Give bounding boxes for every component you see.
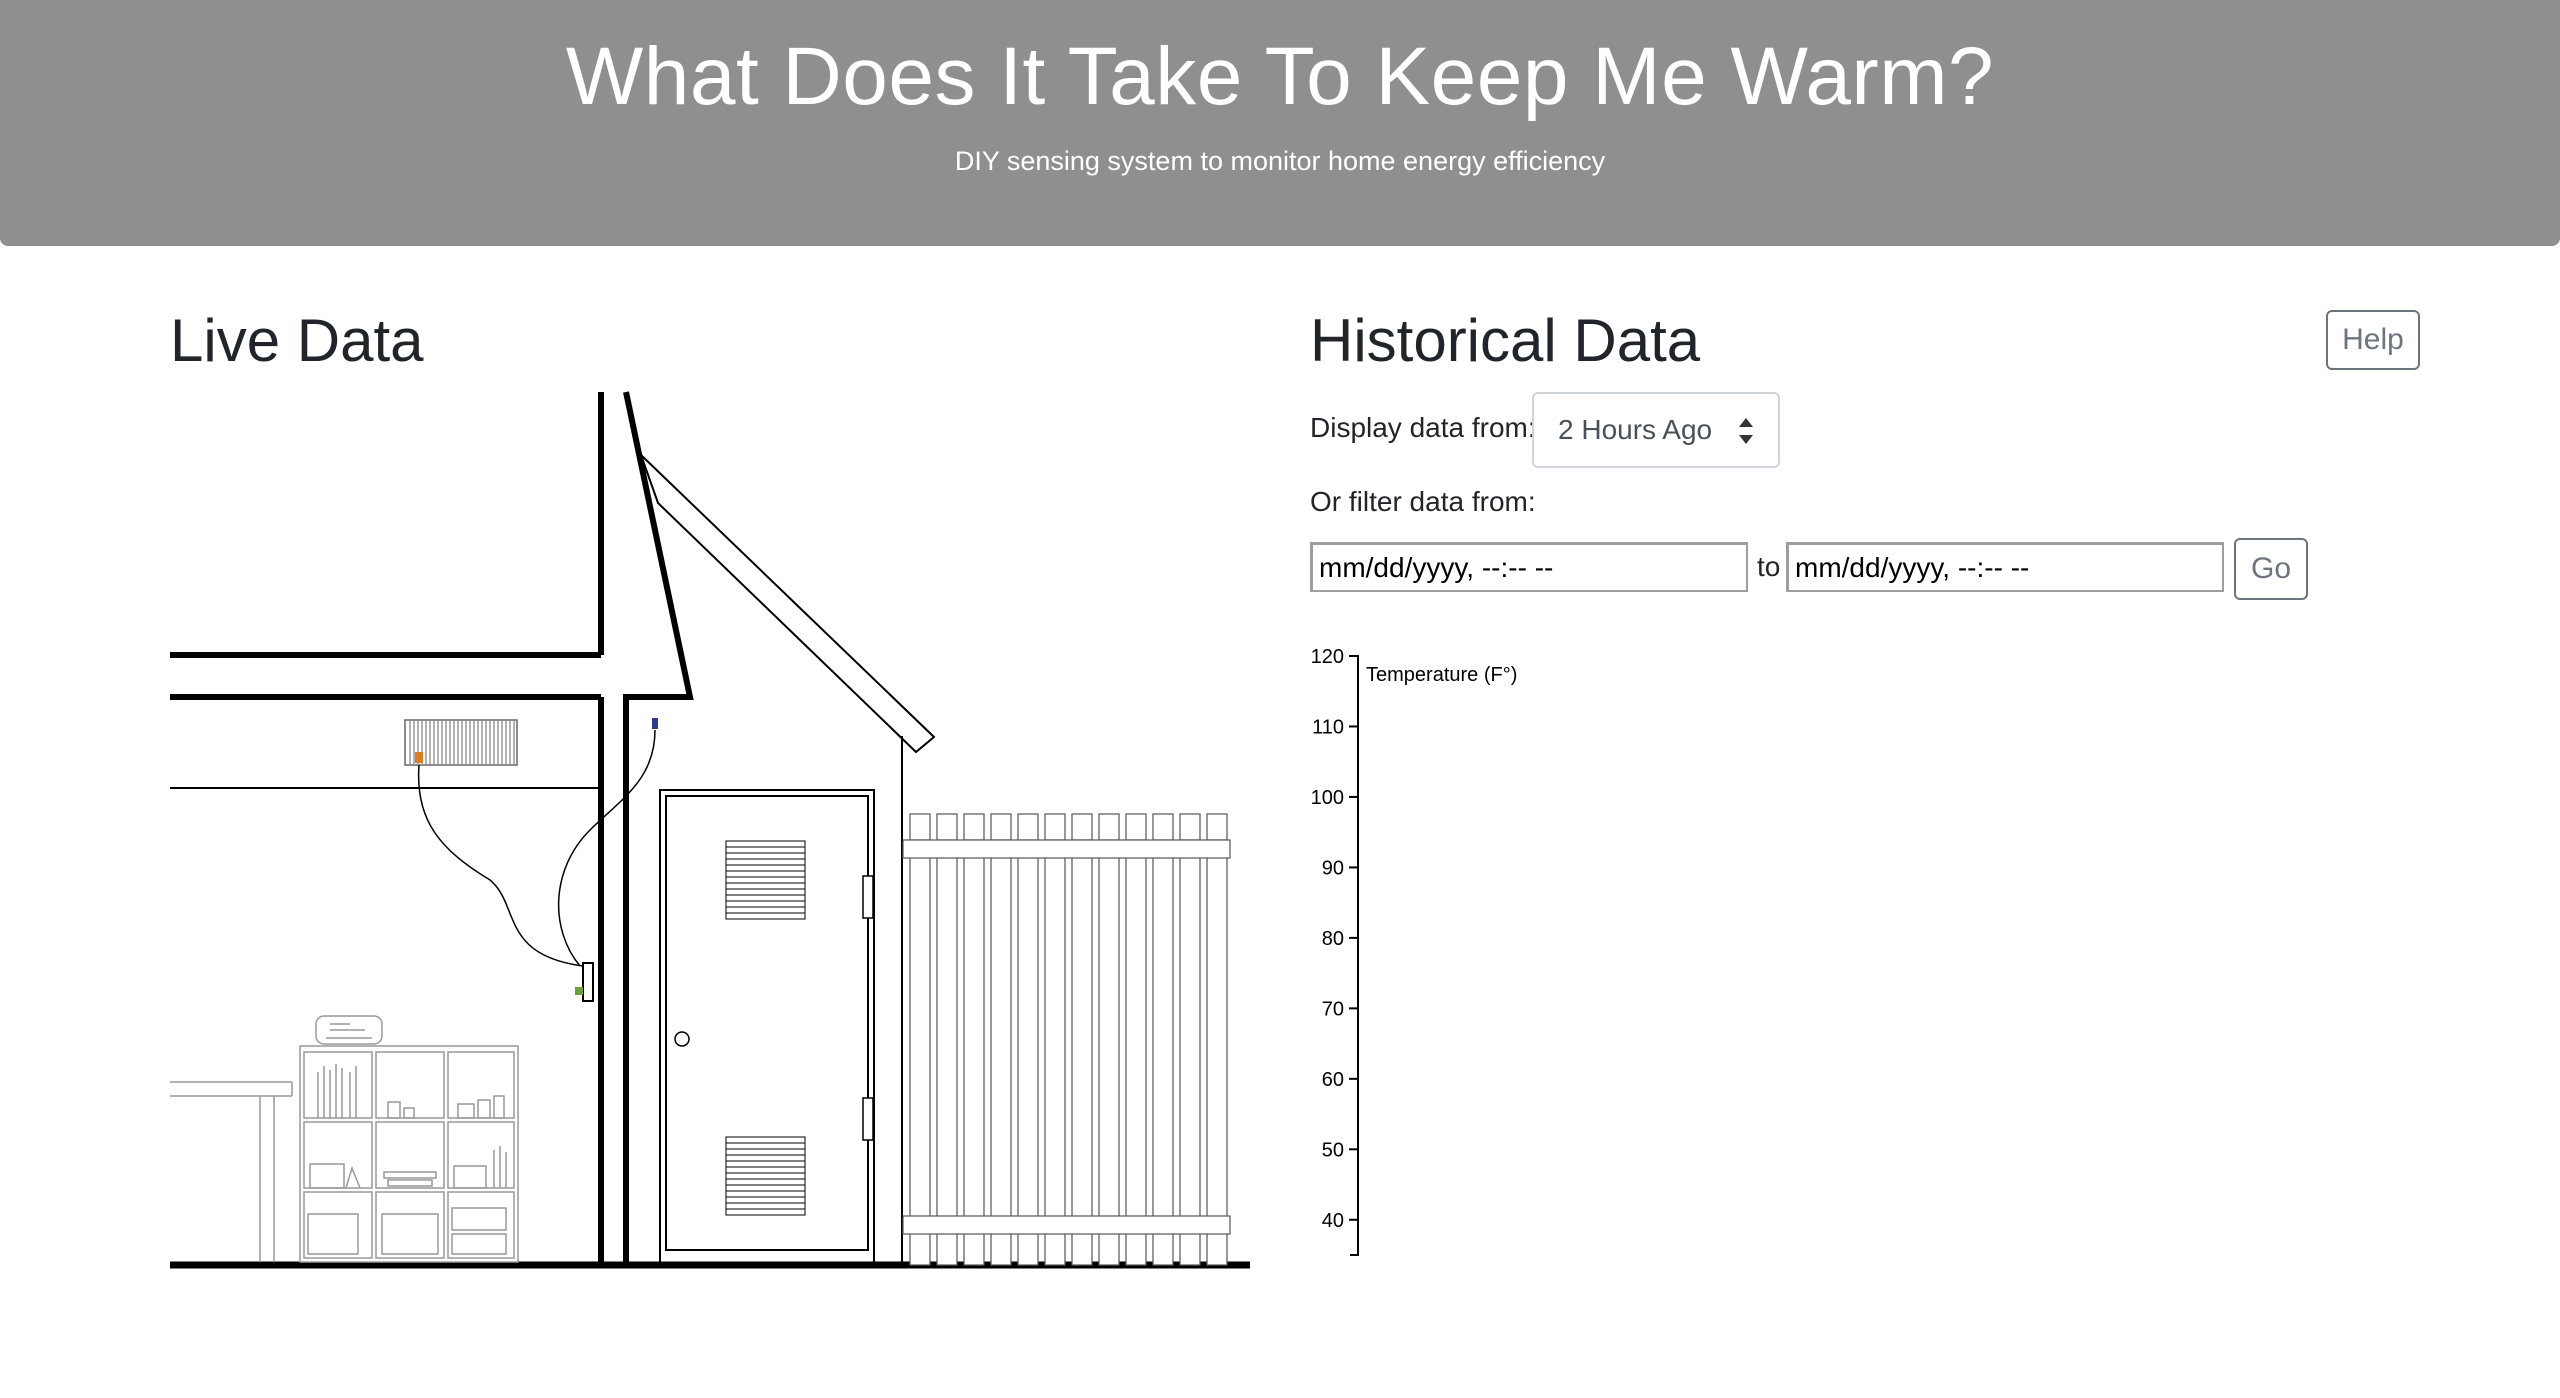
- temperature-chart: 40 50 60 70 80 90 100 110 120 Temperature (F°): [1311, 646, 1517, 1256]
- y-tick-label: 110: [1312, 716, 1344, 738]
- y-tick-label: 90: [1322, 857, 1344, 879]
- y-tick-label: 40: [1322, 1210, 1344, 1232]
- page-header: What Does It Take To Keep Me Warm? DIY s…: [0, 0, 2560, 246]
- to-datetime-input[interactable]: mm/dd/yyyy, --:-- --: [1786, 542, 2224, 592]
- y-tick-label: 70: [1322, 998, 1344, 1020]
- live-data-heading: Live Data: [170, 307, 424, 374]
- from-datetime-input[interactable]: mm/dd/yyyy, --:-- --: [1310, 542, 1748, 592]
- display-data-label: Display data from:: [1310, 412, 1536, 443]
- historical-data-heading: Historical Data: [1310, 307, 1701, 374]
- house-illustration: [170, 391, 1250, 1269]
- time-range-select[interactable]: 2 Hours Ago: [1532, 392, 1780, 468]
- y-tick-label: 120: [1311, 646, 1344, 668]
- y-tick-label: 50: [1322, 1139, 1344, 1161]
- y-tick-label: 80: [1322, 928, 1344, 950]
- y-tick-label: 100: [1311, 787, 1344, 809]
- y-axis: 40 50 60 70 80 90 100 110 120: [1311, 646, 1359, 1256]
- select-arrows-icon: [1739, 418, 1753, 444]
- page-subtitle: DIY sensing system to monitor home energ…: [954, 146, 1606, 176]
- help-button[interactable]: Help: [2326, 310, 2420, 370]
- to-label: to: [1757, 551, 1781, 582]
- time-range-value: 2 Hours Ago: [1558, 414, 1713, 445]
- y-axis-label: Temperature (F°): [1366, 664, 1517, 686]
- y-axis-line: [1350, 655, 1359, 1256]
- y-tick-label: 60: [1322, 1069, 1344, 1091]
- filter-data-label: Or filter data from:: [1310, 486, 1536, 517]
- go-button[interactable]: Go: [2234, 538, 2308, 600]
- page-title: What Does It Take To Keep Me Warm?: [565, 31, 1995, 122]
